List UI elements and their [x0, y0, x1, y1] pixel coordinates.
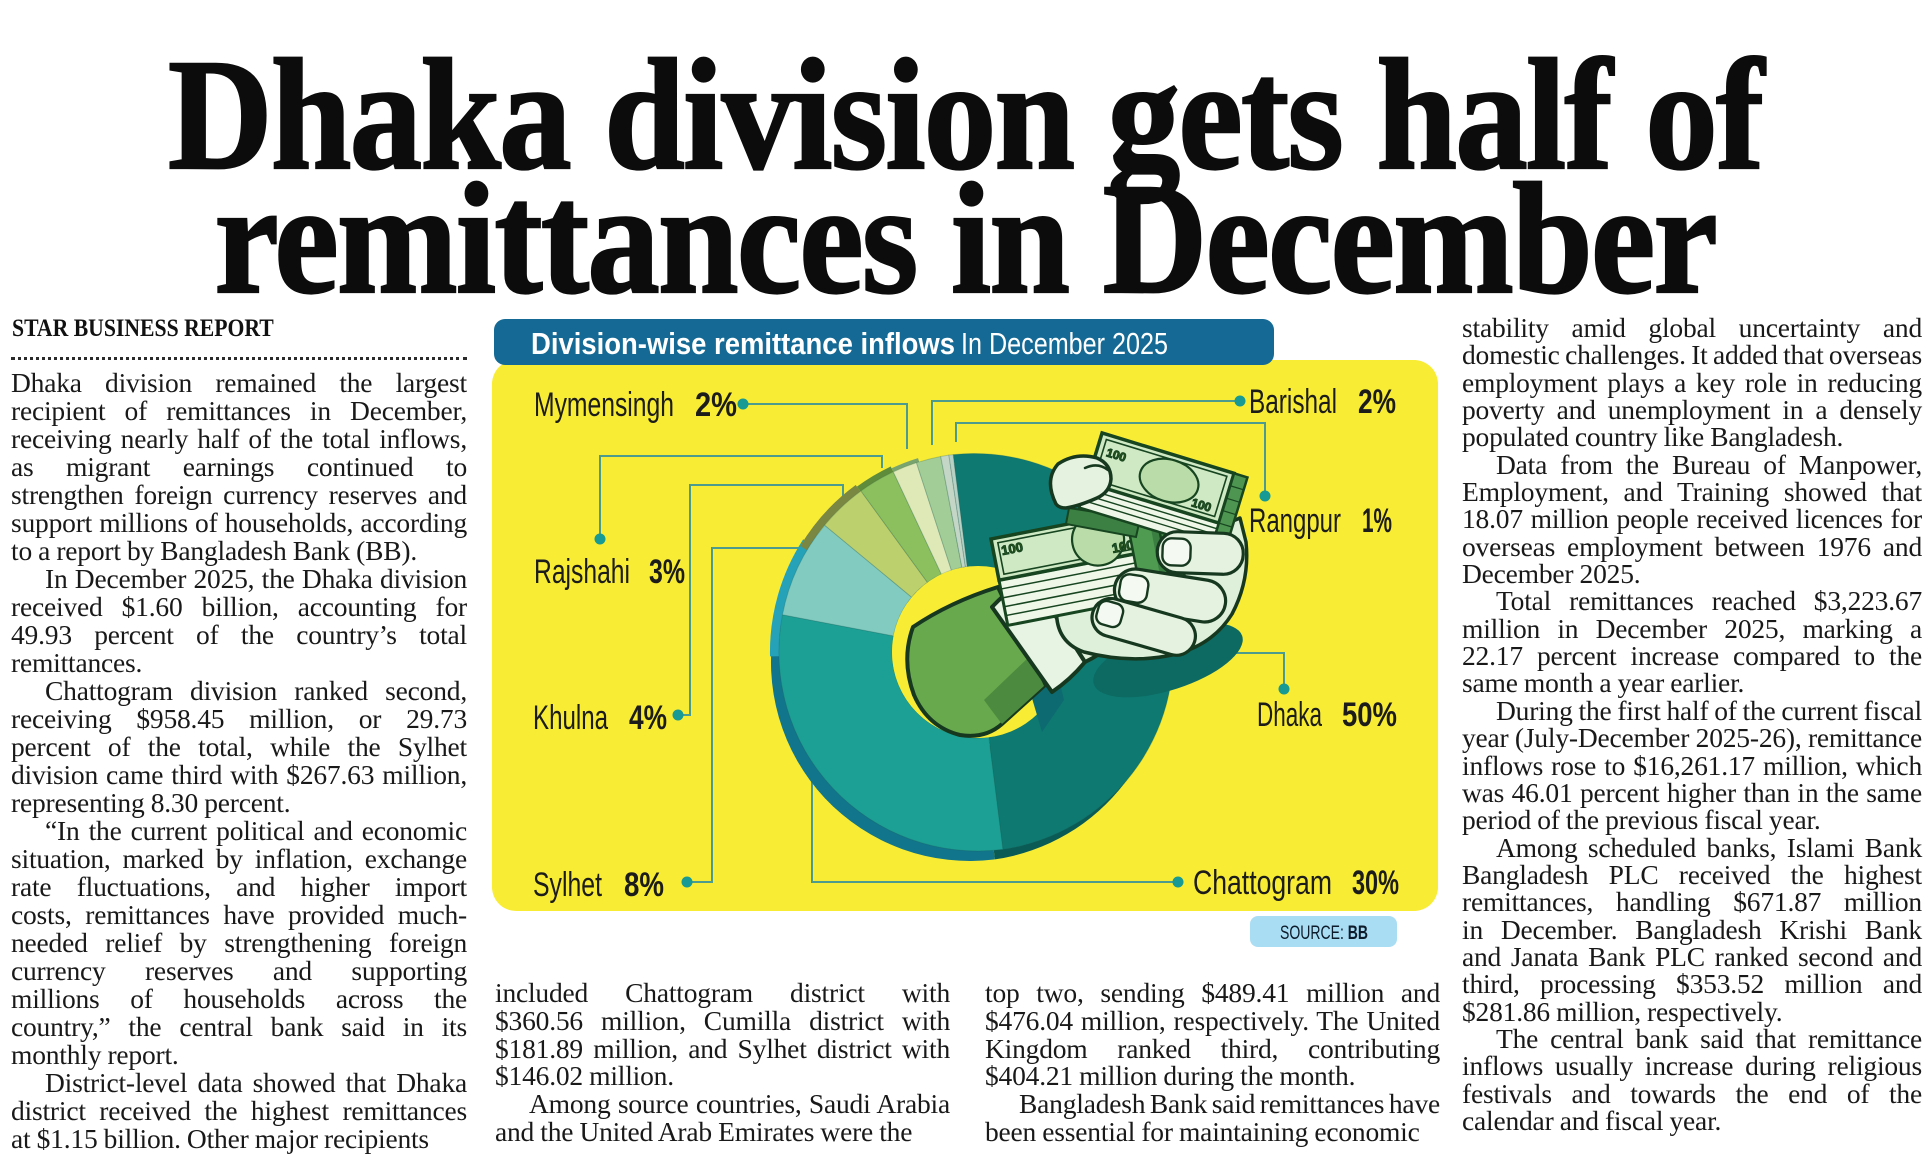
svg-text:Mymensingh: Mymensingh: [534, 386, 674, 424]
svg-text:4%: 4%: [629, 699, 667, 737]
svg-text:Sylhet: Sylhet: [533, 866, 602, 904]
svg-text:3%: 3%: [649, 553, 685, 591]
svg-text:Chattogram: Chattogram: [1193, 864, 1332, 902]
svg-text:In December 2025: In December 2025: [961, 326, 1168, 361]
svg-text:SOURCE: BB: SOURCE: BB: [1280, 923, 1368, 944]
svg-text:2%: 2%: [1358, 383, 1396, 421]
svg-text:1%: 1%: [1362, 502, 1392, 540]
svg-text:2%: 2%: [695, 386, 737, 424]
svg-text:100: 100: [1111, 537, 1135, 556]
svg-text:Rangpur: Rangpur: [1249, 502, 1341, 540]
svg-text:Division-wise remittance inflo: Division-wise remittance inflows: [531, 326, 955, 361]
svg-text:100: 100: [1190, 496, 1214, 515]
svg-text:100: 100: [1000, 539, 1024, 558]
svg-text:Khulna: Khulna: [533, 699, 608, 737]
svg-text:8%: 8%: [624, 866, 664, 904]
svg-text:Rajshahi: Rajshahi: [534, 553, 630, 591]
svg-text:100: 100: [1105, 445, 1129, 464]
svg-text:50%: 50%: [1342, 696, 1397, 734]
svg-text:30%: 30%: [1352, 864, 1399, 902]
svg-text:Dhaka: Dhaka: [1257, 696, 1322, 734]
svg-text:Barishal: Barishal: [1249, 383, 1337, 421]
